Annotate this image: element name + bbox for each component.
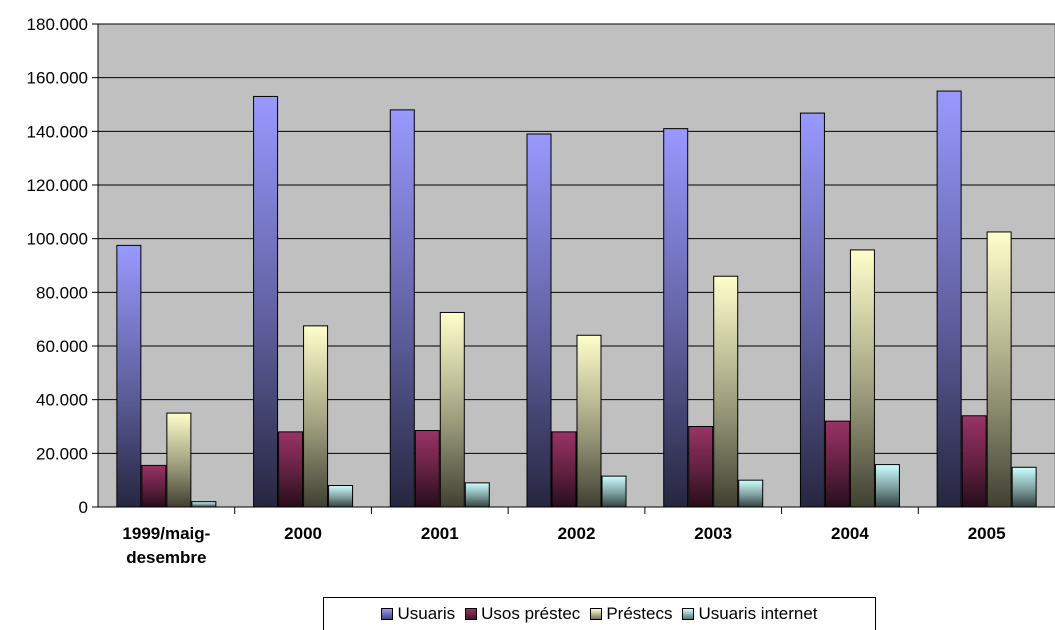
bar-pr-stecs [303, 325, 329, 508]
legend-swatch [682, 608, 695, 620]
y-tick-label: 20.000 [36, 444, 88, 463]
bar-usos-pr-stec [688, 426, 714, 508]
y-tick-label: 80.000 [36, 283, 88, 302]
y-tick-label: 60.000 [36, 337, 88, 356]
bar-pr-stecs [166, 412, 192, 508]
legend-swatch [590, 608, 603, 620]
bar-usos-pr-stec [141, 464, 167, 508]
bar-usuaris [253, 95, 279, 508]
legend-swatch [381, 608, 394, 620]
bar-pr-stecs [986, 231, 1012, 508]
x-category-label: 2003 [694, 524, 732, 543]
y-tick-label: 180.000 [27, 15, 88, 34]
bar-usuaris [799, 112, 825, 508]
x-category-label: 2004 [831, 524, 869, 543]
bar-pr-stecs [713, 275, 739, 508]
bar-usuaris [526, 133, 552, 508]
x-category-label: 1999/maig-desembre [122, 524, 210, 567]
legend-label: Usuaris internet [698, 604, 818, 623]
bar-usuaris-internet [191, 501, 217, 508]
bar-usos-pr-stec [551, 431, 577, 508]
x-category-label: 2000 [284, 524, 322, 543]
y-tick-label: 0 [79, 498, 88, 517]
bar-usuaris-internet [1011, 466, 1037, 508]
x-category-label: 2002 [558, 524, 596, 543]
bar-usuaris-internet [601, 475, 627, 508]
bar-usuaris [936, 90, 962, 508]
bar-pr-stecs [849, 249, 875, 508]
legend-item: Usuaris internet [682, 604, 818, 624]
bar-pr-stecs [439, 311, 465, 508]
bar-usuaris-internet [464, 482, 490, 508]
legend-label: Usuaris [397, 604, 456, 623]
legend-swatch [465, 608, 478, 620]
x-category-label: 2001 [421, 524, 459, 543]
y-tick-label: 140.000 [27, 122, 88, 141]
legend-item: Usuaris [381, 604, 455, 624]
bar-usuaris [389, 109, 415, 508]
bar-usos-pr-stec [961, 415, 987, 508]
legend-label: Usos préstec [481, 604, 581, 623]
bar-usuaris-internet [328, 485, 354, 508]
bar-pr-stecs [576, 334, 602, 508]
chart-legend: Usuaris Usos préstec Préstecs Usuaris inter… [323, 597, 876, 630]
bar-usos-pr-stec [414, 430, 440, 508]
bar-usuaris [663, 128, 689, 508]
y-tick-label: 160.000 [27, 69, 88, 88]
legend-label: Préstecs [606, 604, 673, 623]
y-tick-label: 120.000 [27, 176, 88, 195]
legend-item: Usos préstec [465, 604, 580, 624]
bar-usuaris-internet [738, 479, 764, 508]
bar-usos-pr-stec [278, 431, 304, 508]
y-tick-label: 40.000 [36, 391, 88, 410]
x-category-label: 2005 [968, 524, 1006, 543]
y-tick-label: 100.000 [27, 230, 88, 249]
bar-usos-pr-stec [824, 420, 850, 508]
bar-usuaris-internet [874, 464, 900, 508]
legend-item: Préstecs [590, 604, 672, 624]
bar-usuaris [116, 244, 142, 508]
